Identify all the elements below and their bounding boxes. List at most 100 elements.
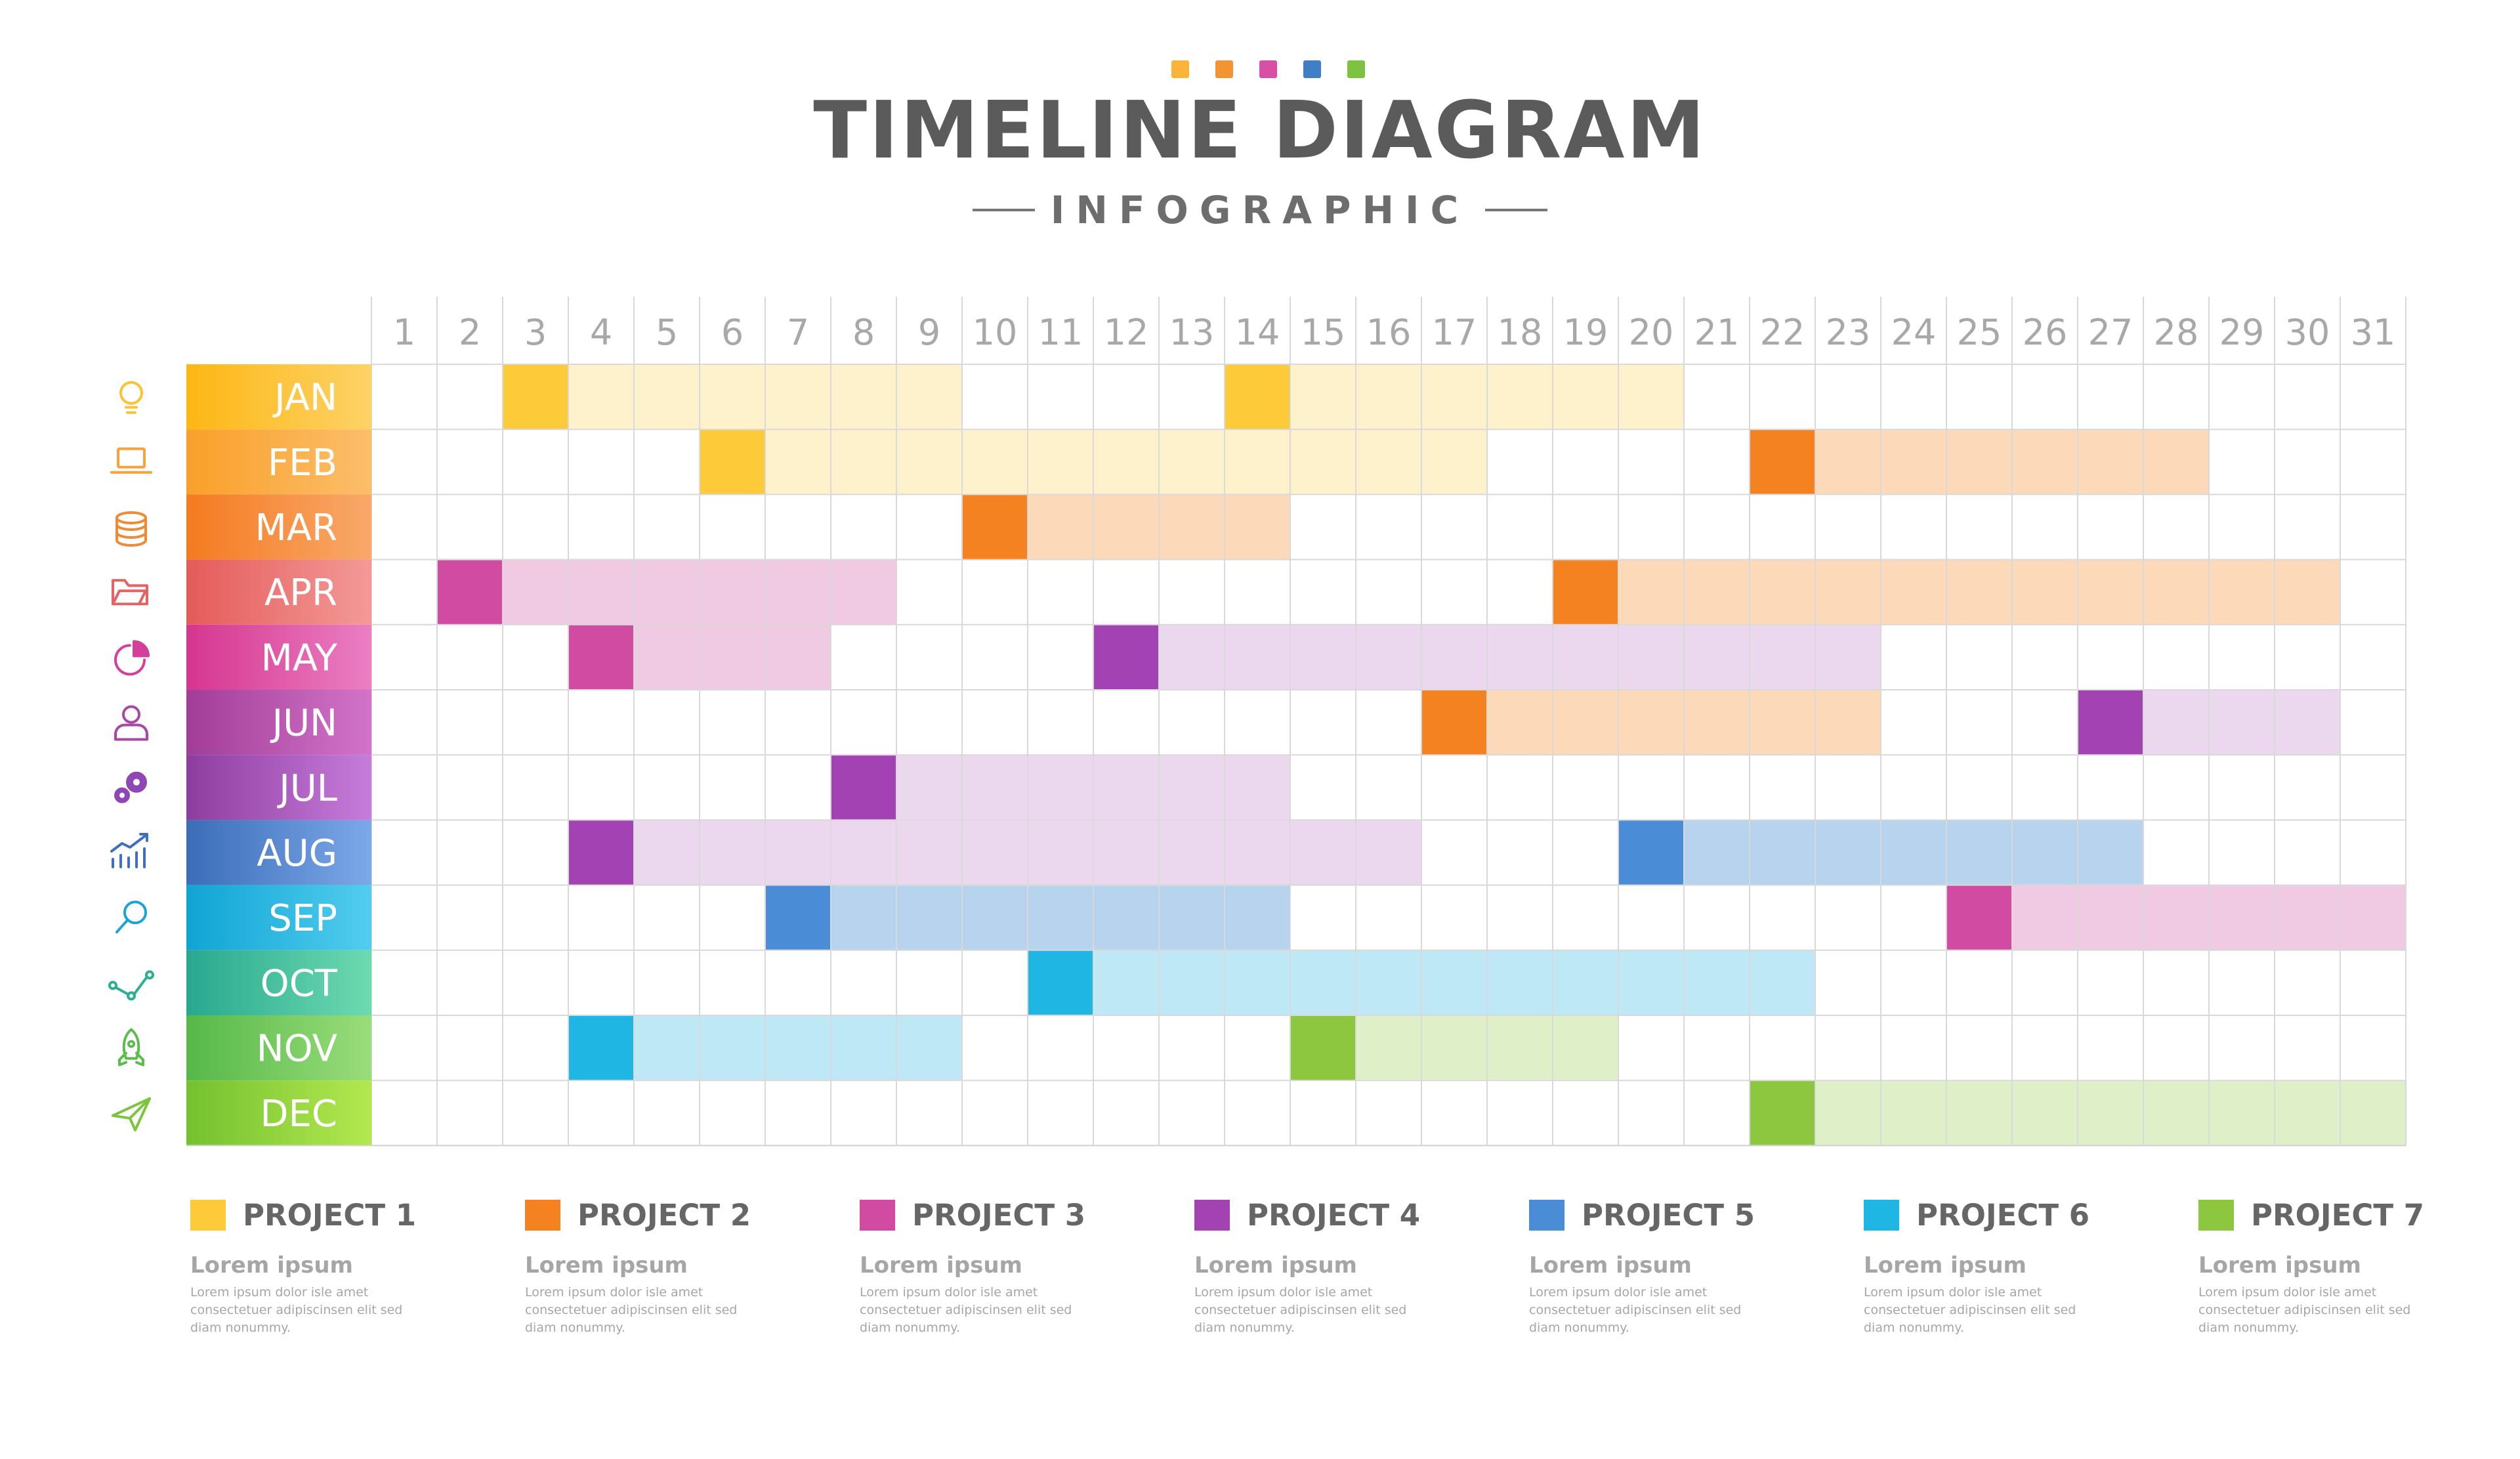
task-start-marker bbox=[962, 494, 1028, 560]
day-label: 2 bbox=[459, 312, 481, 353]
task-start-marker bbox=[1750, 429, 1815, 495]
day-label: 24 bbox=[1891, 312, 1937, 353]
task-start-marker bbox=[1750, 1080, 1815, 1146]
legend-swatch bbox=[190, 1200, 226, 1231]
legend-description: Lorem ipsum dolor isle amet consectetuer… bbox=[2198, 1285, 2411, 1335]
month-label: JUL bbox=[277, 767, 337, 810]
laptop-icon bbox=[110, 447, 152, 474]
legend-subtitle: Lorem ipsum bbox=[2198, 1252, 2361, 1279]
day-label: 13 bbox=[1169, 312, 1215, 353]
month-label-cell bbox=[186, 624, 371, 690]
legend-item: PROJECT 7 Lorem ipsum Lorem ipsum dolor is… bbox=[2198, 1198, 2435, 1337]
page-subtitle: INFOGRAPHIC bbox=[1050, 188, 1470, 232]
day-label: 12 bbox=[1104, 312, 1149, 353]
legend-label: PROJECT 4 bbox=[1247, 1198, 1421, 1233]
month-label: MAY bbox=[261, 637, 338, 679]
day-label: 10 bbox=[973, 312, 1018, 353]
day-label: 3 bbox=[524, 312, 547, 353]
page-title: TIMELINE DIAGRAM bbox=[813, 85, 1707, 177]
day-label: 8 bbox=[852, 312, 875, 353]
header-dot bbox=[1171, 60, 1189, 78]
month-label: AUG bbox=[257, 832, 337, 875]
legend-item: PROJECT 2 Lorem ipsum Lorem ipsum dolor is… bbox=[525, 1198, 761, 1337]
legend-swatch bbox=[1864, 1200, 1899, 1231]
task-start-marker bbox=[1618, 820, 1684, 885]
coins-icon bbox=[116, 511, 147, 547]
legend-header: PROJECT 6 bbox=[1864, 1198, 2100, 1233]
month-label: DEC bbox=[260, 1093, 337, 1135]
month-label: SEP bbox=[268, 897, 337, 940]
legend-item: PROJECT 4 Lorem ipsum Lorem ipsum dolor is… bbox=[1194, 1198, 1431, 1337]
header-dot bbox=[1303, 60, 1321, 78]
legend-label: PROJECT 2 bbox=[578, 1198, 751, 1233]
task-start-marker bbox=[1946, 885, 2012, 950]
month-label: NOV bbox=[257, 1028, 337, 1070]
day-label: 16 bbox=[1366, 312, 1412, 353]
month-label-cell bbox=[186, 1015, 371, 1081]
day-label: 4 bbox=[590, 312, 612, 353]
legend-swatch bbox=[525, 1200, 560, 1231]
task-start-marker bbox=[568, 820, 634, 885]
task-bar bbox=[1750, 429, 2209, 495]
task-start-marker bbox=[437, 559, 503, 625]
legend-label: PROJECT 3 bbox=[912, 1198, 1086, 1233]
legend-description: Lorem ipsum dolor isle amet consectetuer… bbox=[525, 1285, 738, 1335]
legend-label: PROJECT 7 bbox=[2251, 1198, 2425, 1233]
legend-header: PROJECT 4 bbox=[1194, 1198, 1431, 1233]
day-label: 31 bbox=[2351, 312, 2396, 353]
legend-header: PROJECT 2 bbox=[525, 1198, 761, 1233]
task-start-marker bbox=[1028, 950, 1093, 1015]
task-start-marker bbox=[831, 755, 896, 820]
task-start-marker bbox=[503, 364, 568, 430]
grid-lines bbox=[371, 297, 2406, 1147]
legend-swatch bbox=[1529, 1200, 1564, 1231]
legend-swatch bbox=[860, 1200, 895, 1231]
legend-header: PROJECT 7 bbox=[2198, 1198, 2435, 1233]
day-label: 19 bbox=[1563, 312, 1608, 353]
task-bar bbox=[437, 559, 896, 625]
task-start-marker bbox=[568, 624, 634, 690]
header-dot bbox=[1347, 60, 1365, 78]
legend-description: Lorem ipsum dolor isle amet consectetuer… bbox=[1864, 1285, 2076, 1335]
task-start-marker bbox=[1225, 364, 1290, 430]
gears-icon bbox=[114, 771, 147, 803]
task-bar bbox=[568, 820, 1421, 885]
legend-subtitle: Lorem ipsum bbox=[190, 1252, 353, 1279]
legend-item: PROJECT 5 Lorem ipsum Lorem ipsum dolor is… bbox=[1529, 1198, 1765, 1337]
day-label: 17 bbox=[1432, 312, 1477, 353]
day-label: 30 bbox=[2285, 312, 2330, 353]
month-label: JAN bbox=[272, 377, 337, 419]
day-label: 22 bbox=[1760, 312, 1805, 353]
paper-plane-icon bbox=[112, 1097, 151, 1131]
task-start-marker bbox=[1553, 559, 1618, 625]
legend-swatch bbox=[2198, 1200, 2234, 1231]
header-dot bbox=[1215, 60, 1233, 78]
header-dots bbox=[1171, 60, 1365, 78]
day-label: 11 bbox=[1038, 312, 1083, 353]
month-label-cell bbox=[186, 820, 371, 885]
month-label: MAR bbox=[255, 507, 337, 549]
legend-item: PROJECT 3 Lorem ipsum Lorem ipsum dolor is… bbox=[860, 1198, 1096, 1337]
day-label: 1 bbox=[393, 312, 415, 353]
task-start-marker bbox=[1093, 624, 1159, 690]
month-label-cell bbox=[186, 755, 371, 820]
month-label: JUN bbox=[270, 702, 337, 745]
task-bar bbox=[1225, 364, 1684, 430]
legend-subtitle: Lorem ipsum bbox=[1194, 1252, 1357, 1279]
network-icon bbox=[108, 970, 154, 1001]
task-start-marker bbox=[1421, 690, 1487, 755]
day-label: 27 bbox=[2088, 312, 2133, 353]
month-label: APR bbox=[264, 572, 337, 614]
pie-chart-icon bbox=[114, 640, 150, 676]
task-bar bbox=[831, 755, 1290, 820]
day-label: 7 bbox=[787, 312, 809, 353]
day-label: 18 bbox=[1498, 312, 1543, 353]
month-label: FEB bbox=[268, 442, 337, 484]
legend-label: PROJECT 5 bbox=[1582, 1198, 1755, 1233]
day-label: 25 bbox=[1957, 312, 2002, 353]
task-start-marker bbox=[765, 885, 831, 950]
search-icon bbox=[116, 900, 147, 934]
day-label: 28 bbox=[2154, 312, 2199, 353]
month-label-cell bbox=[186, 559, 371, 625]
